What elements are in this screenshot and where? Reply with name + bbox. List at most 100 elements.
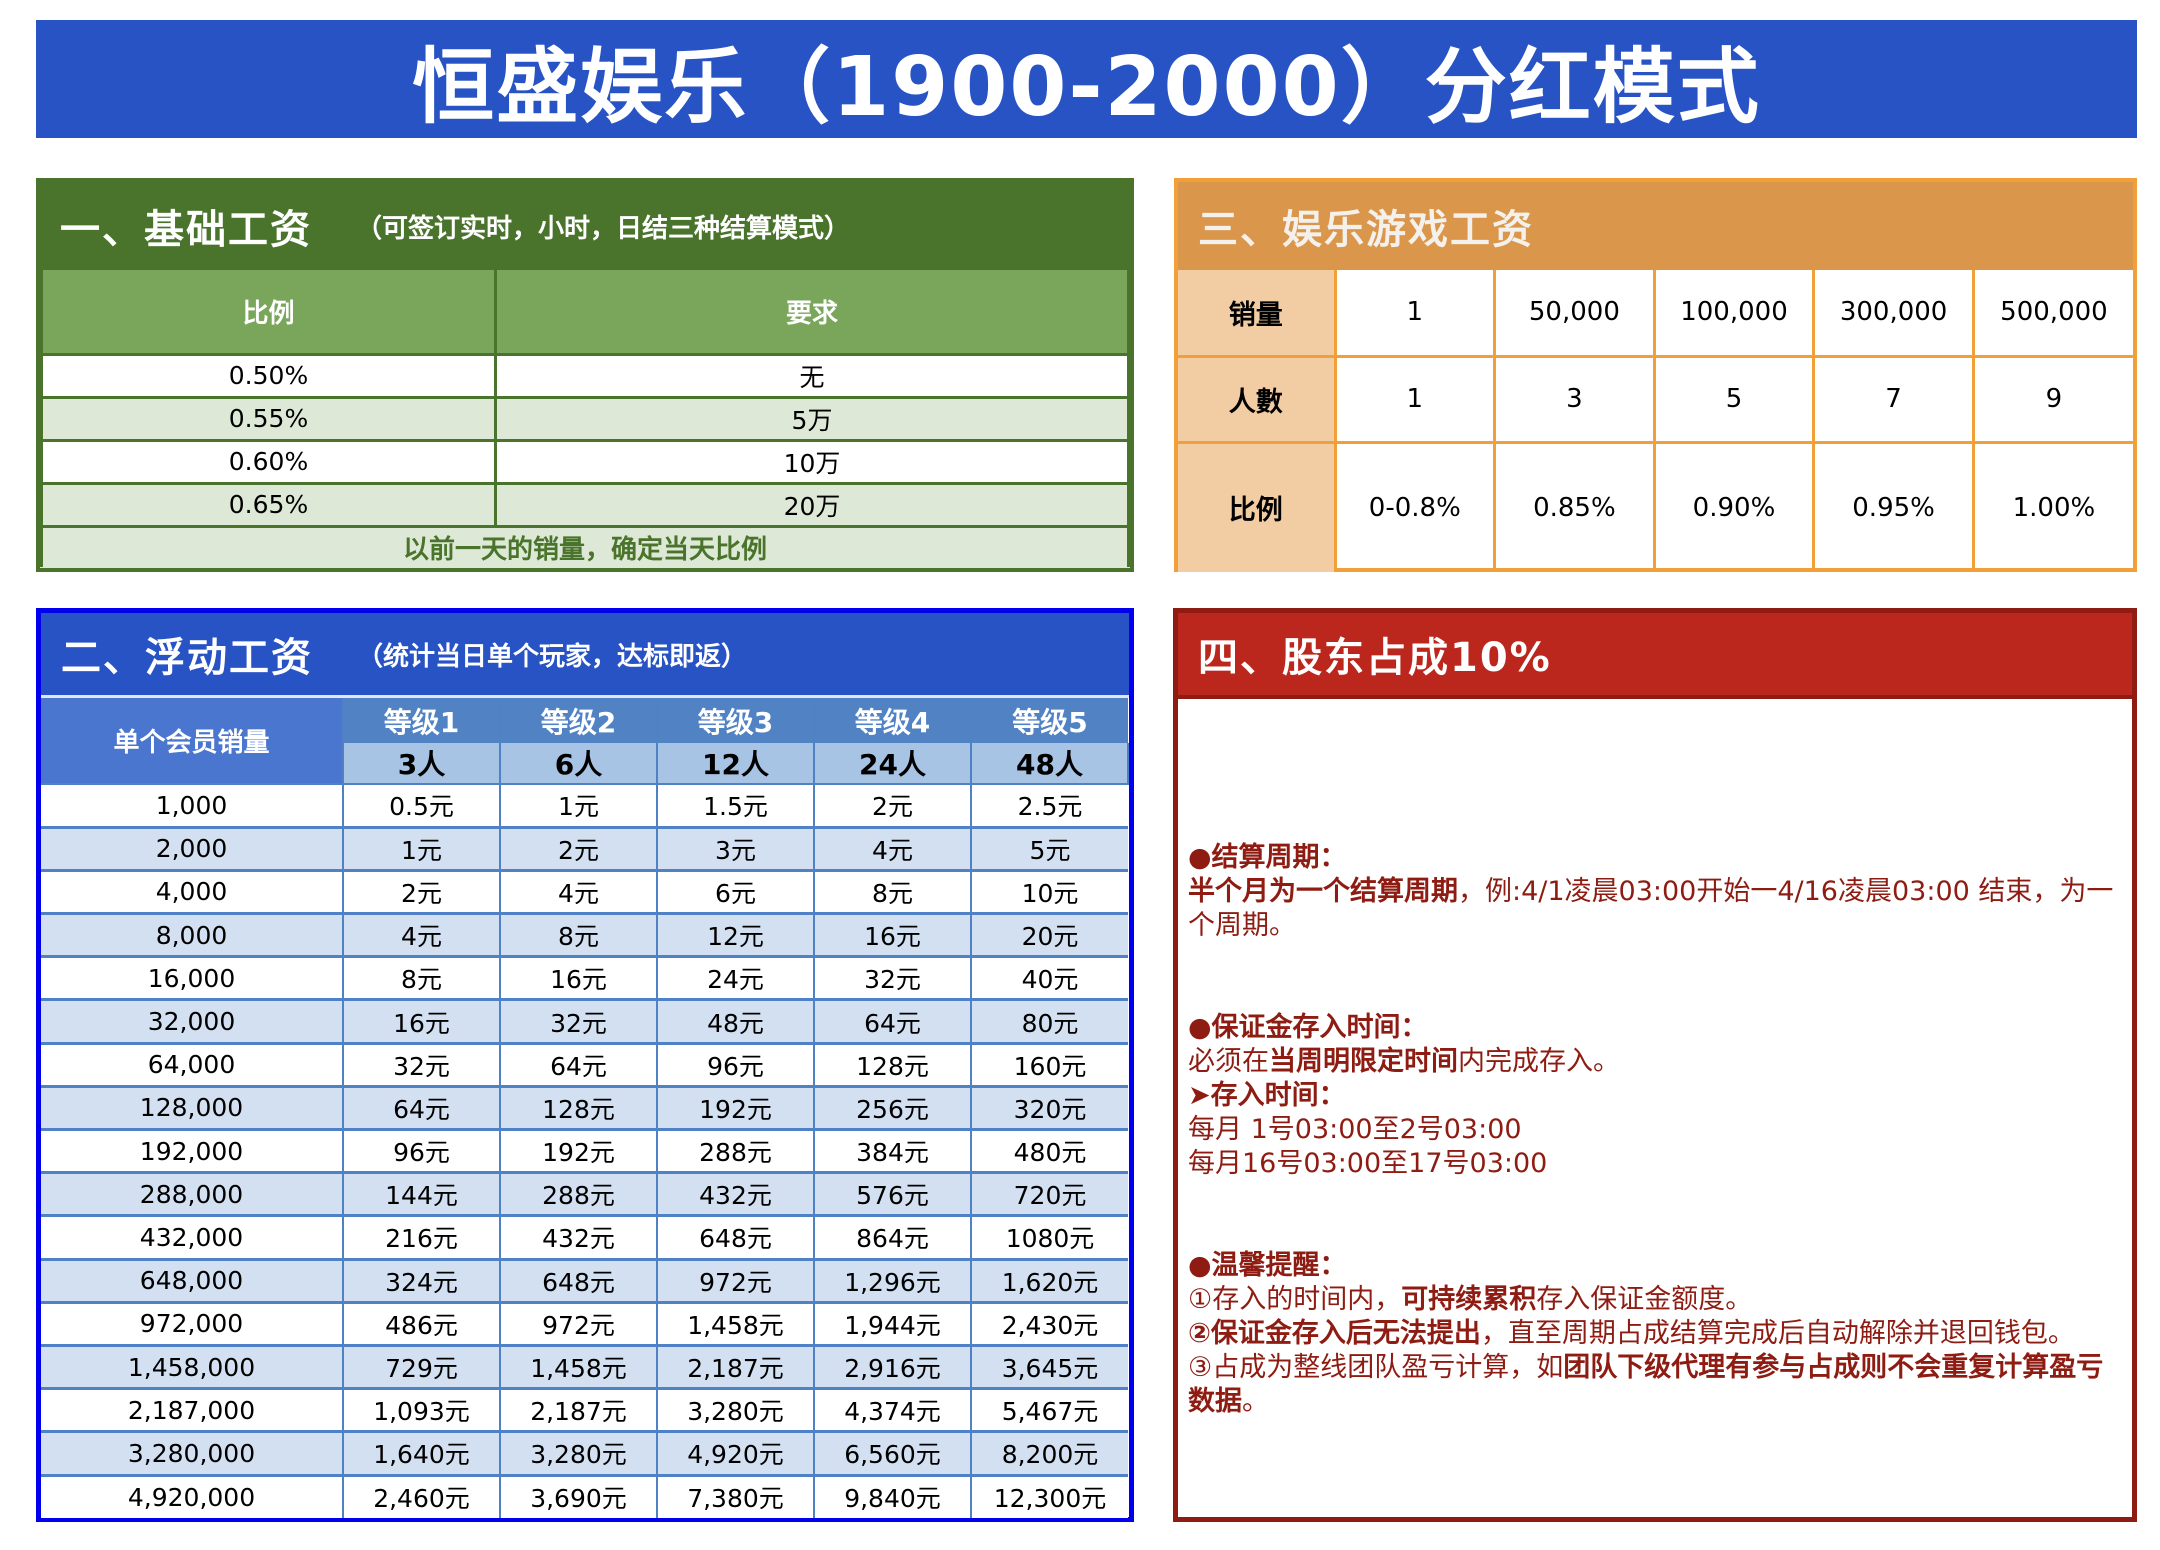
base-salary-note: 以前一天的销量，确定当天比例 [40,524,1130,567]
rate-cell: 0.55% [40,395,497,442]
reminder-title: ●温馨提醒： [1188,1250,1347,1281]
table-row: 288,000 144元 288元 432元 576元 720元 [41,1171,1128,1217]
row-label-people: 人數 [1178,354,1337,444]
level-people-count: 6人 [499,743,658,785]
settlement-bold: 半个月为一个结算周期 [1188,876,1458,907]
column-header-rate: 比例 [40,270,497,356]
level-reward-cell: 20元 [970,912,1128,958]
level-reward-cell: 384元 [813,1127,972,1174]
base-salary-subtitle: （可签订实时，小时，日结三种结算模式） [356,213,851,244]
rate-cell: 0.50% [40,352,497,399]
level-reward-cell: 8,200元 [970,1430,1128,1477]
reminder-section: ●温馨提醒： ①存入的时间内，可持续累积存入保证金额度。 ②保证金存入后无法提出… [1188,1249,2122,1419]
level-people-count: 48人 [970,743,1129,785]
deposit-time-2: 每月16号03:00至17号03:00 [1188,1148,1548,1179]
table-row: 4,000 2元 4元 6元 8元 10元 [41,868,1128,915]
deposit-line-suffix: 内完成存入。 [1458,1046,1620,1077]
level-reward-cell: 48元 [656,998,815,1045]
table-row: 1,458,000 729元 1,458元 2,187元 2,916元 3,645元 [41,1343,1128,1390]
row-label-sales: 销量 [1178,270,1337,358]
level-reward-cell: 432元 [656,1171,815,1217]
table-row: 128,000 64元 128元 192元 256元 320元 [41,1084,1128,1131]
deposit-line: 必须在当周明限定时间内完成存入。 [1188,1045,2122,1079]
level-reward-cell: 32元 [499,998,658,1045]
floating-salary-subtitle: （统计当日单个玩家，达标即返） [357,641,748,672]
sales-row: 销量 1 50,000 100,000 300,000 500,000 [1178,270,2133,358]
level-reward-cell: 2,460元 [342,1473,501,1519]
deposit-time-1: 每月 1号03:00至2号03:00 [1188,1114,1522,1145]
reminder-item-2: ②保证金存入后无法提出，直至周期占成结算完成后自动解除并退回钱包。 [1188,1317,2122,1351]
level-reward-cell: 128元 [499,1084,658,1131]
level-reward-cell: 6元 [656,868,815,915]
level-reward-cell: 2元 [813,782,972,829]
level-reward-cell: 96元 [656,1041,815,1088]
level-reward-cell: 1.5元 [656,782,815,829]
shareholder-title: 四、股东占成10% [1198,635,1552,681]
page-title-bar: 恒盛娱乐（1900-2000）分红模式 [36,20,2137,138]
rate-cell: 1.00% [1971,440,2133,572]
people-cell: 7 [1812,354,1975,444]
level-reward-cell: 64元 [499,1041,658,1088]
level-reward-cell: 320元 [970,1084,1128,1131]
member-sales-cell: 648,000 [41,1257,344,1304]
floating-salary-table: 单个会员销量 等级1 等级2 等级3 等级4 等级5 3人 6人 12人 24人… [41,698,1129,1519]
deposit-time-title: ➤存入时间： [1188,1080,1346,1111]
level-reward-cell: 2.5元 [970,782,1128,829]
level-reward-cell: 8元 [499,912,658,958]
requirement-cell: 10万 [494,438,1130,485]
table-row: 32,000 16元 32元 48元 64元 80元 [41,998,1128,1045]
level-reward-cell: 16元 [342,998,501,1045]
member-sales-cell: 32,000 [41,998,344,1045]
level-reward-cell: 4元 [342,912,501,958]
level-reward-cell: 96元 [342,1127,501,1174]
table-row: 8,000 4元 8元 12元 16元 20元 [41,912,1128,958]
people-cell: 9 [1971,354,2133,444]
member-sales-cell: 288,000 [41,1171,344,1217]
level-reward-cell: 486元 [342,1300,501,1347]
floating-salary-body: 1,000 0.5元 1元 1.5元 2元 2.5元 2,000 1元 2元 3元 4元 5元 4,00… [41,782,1128,1519]
reminder-2-bold: ②保证金存入后无法提出 [1188,1318,1481,1349]
reminder-3-bold: 团队下级代理有参与占成则不会重复计算盈亏数据 [1188,1352,2104,1417]
level-reward-cell: 972元 [656,1257,815,1304]
sales-cell: 100,000 [1652,270,1816,358]
level-reward-cell: 2,187元 [499,1387,658,1433]
level-reward-cell: 128元 [813,1041,972,1088]
level-reward-cell: 24元 [656,955,815,1001]
member-sales-cell: 192,000 [41,1127,344,1174]
level-reward-cell: 432元 [499,1214,658,1261]
people-cell: 1 [1333,354,1497,444]
table-row: 0.50% 无 [40,352,1130,399]
level-reward-cell: 40元 [970,955,1128,1001]
base-salary-table: 比例 要求 0.50% 无 0.55% 5万 0.60% 10万 0.65% 2… [40,270,1130,567]
level-reward-cell: 1,620元 [970,1257,1128,1304]
member-sales-cell: 2,187,000 [41,1387,344,1433]
column-header-level: 等级3 [656,698,814,743]
level-reward-cell: 3,280元 [499,1430,658,1477]
level-reward-cell: 9,840元 [813,1473,972,1519]
level-reward-cell: 2元 [499,825,658,872]
column-header-level: 等级5 [970,698,1128,743]
base-salary-panel: 一、基础工资 （可签订实时，小时，日结三种结算模式） 比例 要求 0.50% 无… [36,178,1134,572]
level-reward-cell: 1元 [499,782,658,829]
rate-cell: 0-0.8% [1333,440,1497,572]
level-reward-cell: 4,920元 [656,1430,815,1477]
game-salary-header: 三、娱乐游戏工资 [1178,182,2133,270]
level-reward-cell: 1,944元 [813,1300,972,1347]
level-reward-cell: 648元 [499,1257,658,1304]
settlement-detail: ，例:4/1凌晨03:00开始一4/16凌晨03:00 结束，为一个周期。 [1188,876,2114,941]
reminder-3-suffix: 。 [1242,1386,1269,1417]
base-salary-title: 一、基础工资 [60,207,312,253]
game-salary-panel: 三、娱乐游戏工资 销量 1 50,000 100,000 300,000 500… [1174,178,2137,572]
settlement-section: ●结算周期： 半个月为一个结算周期，例:4/1凌晨03:00开始一4/16凌晨0… [1188,841,2122,943]
level-reward-cell: 3,690元 [499,1473,658,1519]
level-reward-cell: 1,093元 [342,1387,501,1433]
reminder-1-suffix: 存入保证金额度。 [1536,1284,1753,1315]
column-header-member-sales: 单个会员销量 [41,698,344,784]
sales-cell: 1 [1333,270,1497,358]
sales-cell: 300,000 [1812,270,1975,358]
level-people-count: 12人 [656,743,815,785]
column-header-level: 等级2 [499,698,657,743]
reminder-2-suffix: ，直至周期占成结算完成后自动解除并退回钱包。 [1480,1318,2075,1349]
level-reward-cell: 4元 [499,868,658,915]
rate-cell: 0.65% [40,481,497,528]
